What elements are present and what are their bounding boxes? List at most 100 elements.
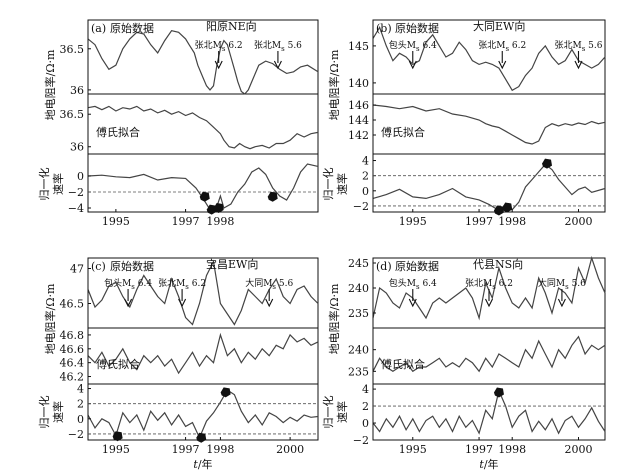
raw-data-label: 原始数据 xyxy=(110,21,154,35)
x-tick-label: 1998 xyxy=(206,215,234,228)
series-rate-a xyxy=(87,163,319,211)
y-tick-label-fit: 144 xyxy=(348,114,369,127)
anomaly-marker-d-0 xyxy=(493,387,504,398)
annotation-place: 张北M xyxy=(195,40,222,51)
fit-label: 傅氏拟合 xyxy=(96,357,140,371)
annotation-mag: 6.2 xyxy=(189,279,206,289)
anomaly-marker-b-2 xyxy=(542,158,552,169)
rate-label-line1: 归一化 xyxy=(37,168,51,201)
series-rate-b xyxy=(372,163,606,212)
annotation-sub: s xyxy=(492,283,496,291)
earthquake-annotation-1: 张北Ms 6.2 xyxy=(478,40,526,53)
y-tick-label-rate: 4 xyxy=(362,155,369,168)
raw-data-label: 原始数据 xyxy=(395,21,439,35)
y-tick-label-rate: 0 xyxy=(362,417,369,430)
y-tick-label-rate: −4 xyxy=(68,202,84,215)
y-tick-label-fit: 46.4 xyxy=(60,357,85,370)
anomaly-marker-b-1 xyxy=(502,202,513,213)
panel-title: 代县NS向 xyxy=(473,257,523,271)
rate-label-line1: 归一化 xyxy=(37,396,51,429)
earthquake-annotation-1: 张北Ms 6.2 xyxy=(465,278,513,291)
annotation-sub: s xyxy=(582,45,586,53)
y-tick-label-rate: 2 xyxy=(362,400,369,413)
x-tick-label: 2000 xyxy=(564,443,592,456)
series-fit-a xyxy=(87,105,319,150)
rate-label-line2: 速率 xyxy=(335,401,349,423)
earthquake-annotation-0: 包头Ms 6.4 xyxy=(104,277,152,291)
y-tick-label-rate: −2 xyxy=(68,186,84,199)
rate-label-line2: 速率 xyxy=(51,401,65,423)
earthquake-arrow-1-head xyxy=(485,298,493,308)
x-axis-label-unit: /年 xyxy=(484,457,499,471)
x-axis-label-var: t xyxy=(193,458,198,471)
earthquake-arrow-0-head xyxy=(124,298,133,308)
fit-label: 傅氏拟合 xyxy=(381,357,425,371)
anomaly-marker-c-0 xyxy=(112,431,123,442)
annotation-sub: s xyxy=(565,283,569,291)
y-tick-label-rate: −2 xyxy=(353,434,369,447)
y-tick-label-rate: 2 xyxy=(362,170,369,183)
x-tick-label: 2000 xyxy=(276,443,304,456)
series-raw-a xyxy=(87,30,319,95)
x-tick-label: 1995 xyxy=(102,443,130,456)
y-tick-label-raw: 140 xyxy=(348,77,369,90)
anomaly-marker-a-3 xyxy=(267,191,278,202)
panel-label: (a) xyxy=(91,22,106,35)
series-raw-b xyxy=(372,26,606,92)
panel-title: 阳原NE向 xyxy=(206,19,257,33)
annotation-mag: 6.4 xyxy=(420,279,437,289)
earthquake-arrow-2-head xyxy=(265,298,274,308)
y-tick-label-rate: 0 xyxy=(362,185,369,198)
x-tick-label: 1995 xyxy=(399,215,427,228)
x-tick-label: 1995 xyxy=(102,215,130,228)
y-tick-label-rate: 0 xyxy=(77,413,84,426)
earthquake-arrow-2-head xyxy=(574,60,583,70)
series-rate-c xyxy=(87,389,319,440)
y-tick-label-raw: 36 xyxy=(70,84,84,97)
panel-c: 46.5 47 46.246.446.646.8 4 2 0 −2 1995 1997 1998 2… xyxy=(37,257,319,471)
y-tick-label-fit: 46.6 xyxy=(60,343,85,356)
annotation-mag: 6.2 xyxy=(225,41,242,51)
series-fit-d xyxy=(372,335,606,373)
x-tick-label: 1998 xyxy=(206,443,234,456)
earthquake-annotation-2: 张北Ms 5.6 xyxy=(554,40,602,53)
earthquake-annotation-0: 包头Ms 6.4 xyxy=(389,39,437,53)
series-fit-b xyxy=(372,104,606,145)
x-tick-label: 1997 xyxy=(172,215,200,228)
x-axis-label: t/年 xyxy=(193,457,212,471)
annotation-sub: s xyxy=(272,283,276,291)
y-tick-label-raw: 240 xyxy=(348,282,369,295)
y-tick-label-fit: 46.8 xyxy=(60,329,85,342)
y-tick-label-fit: 36.5 xyxy=(60,108,85,121)
earthquake-arrow-2-head xyxy=(557,298,566,308)
annotation-place: 张北M xyxy=(254,40,281,51)
panel-d: 235 240 245 235 240 4 2 0 −2 1995 1997 1998 2000 t/年 (… xyxy=(321,255,606,471)
panel-label: (b) xyxy=(376,22,392,35)
rate-label-line2: 速率 xyxy=(51,173,65,195)
y-axis-label: 地电阻率/Ω·m xyxy=(43,49,57,120)
anomaly-marker-c-2 xyxy=(220,387,231,398)
annotation-place: 大同M xyxy=(538,277,565,289)
annotation-sub: s xyxy=(131,283,135,291)
panel-label: (d) xyxy=(376,260,392,273)
anomaly-marker-a-2 xyxy=(213,203,224,213)
annotation-sub: s xyxy=(505,45,509,53)
rate-label-line1: 归一化 xyxy=(321,168,335,201)
panel-title: 大同EW向 xyxy=(473,19,525,33)
y-tick-label-rate: 0 xyxy=(77,170,84,183)
annotation-sub: s xyxy=(416,45,420,53)
rate-label-line1: 归一化 xyxy=(321,396,335,429)
y-tick-label-fit: 146 xyxy=(348,99,369,112)
y-tick-label-fit: 142 xyxy=(348,129,369,142)
y-tick-label-rate: −2 xyxy=(353,200,369,213)
x-axis-label: t/年 xyxy=(479,457,498,471)
panel-a: 36 36.5 36 36.5 0 −2 −4 1995 1997 1998 (a) 原始数据 阳原NE… xyxy=(37,19,319,228)
annotation-place: 包头M xyxy=(104,277,131,289)
y-tick-label-raw: 46.5 xyxy=(60,298,85,311)
x-tick-label: 1997 xyxy=(465,215,493,228)
raw-data-label: 原始数据 xyxy=(395,259,439,273)
x-tick-label: 2000 xyxy=(564,215,592,228)
x-tick-label: 1995 xyxy=(399,443,427,456)
x-axis-label-unit: /年 xyxy=(198,457,213,471)
annotation-sub: s xyxy=(281,45,285,53)
